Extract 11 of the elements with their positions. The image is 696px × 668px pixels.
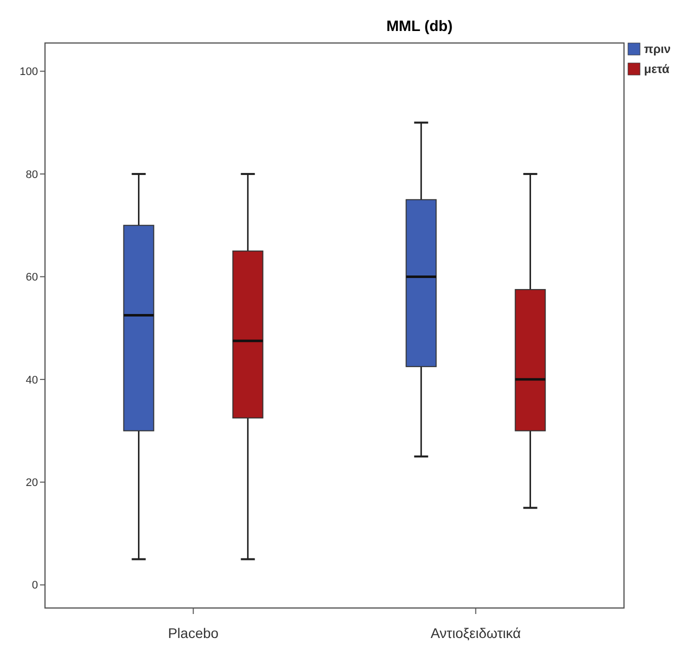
x-tick-label: Placebo xyxy=(168,625,219,641)
y-tick-label: 0 xyxy=(32,580,38,592)
y-tick-label: 40 xyxy=(26,374,38,386)
y-tick-label: 20 xyxy=(26,477,38,490)
y-tick-label: 80 xyxy=(26,168,38,181)
y-tick-label: 60 xyxy=(26,272,38,284)
chart-title: MML (db) xyxy=(386,18,453,35)
x-tick-label: Αντιοξειδωτικά xyxy=(430,625,521,641)
legend-label: μετά xyxy=(644,62,670,76)
y-tick-label: 100 xyxy=(20,66,38,78)
legend-label: πριν xyxy=(644,42,671,56)
